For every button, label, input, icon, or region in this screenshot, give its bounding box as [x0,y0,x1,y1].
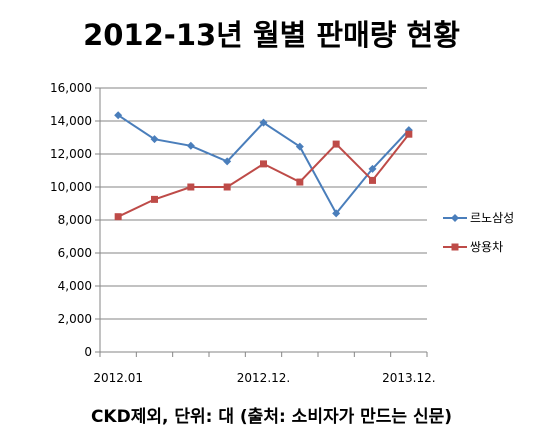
series-group [114,111,413,221]
data-point-square [187,183,195,191]
data-point-square [151,195,158,203]
x-tick-label: 2013.12. [382,371,435,385]
x-axis-ticks: 2012.01 2012.12. 2013.12. [93,352,436,385]
legend-label: 르노삼성 [470,211,514,225]
data-point-diamond [186,141,195,150]
data-point-diamond [332,209,341,218]
data-point-square [369,176,376,184]
chart-footnote: CKD제외, 단위: 대 (출처: 소비자가 만드는 신문) [90,407,453,427]
legend-marker-diamond [451,214,459,222]
data-point-square [332,140,340,148]
data-point-square [405,130,413,138]
data-point-diamond [150,135,159,144]
legend-marker-square [451,243,459,251]
y-tick-label: 12,000 [50,147,92,161]
x-tick-label: 2012.01 [93,371,143,385]
data-point-diamond [368,164,377,173]
data-point-square [114,213,122,221]
data-point-diamond [259,118,268,127]
gridlines [100,87,427,320]
y-tick-label: 8,000 [58,213,92,227]
data-point-square [223,183,231,191]
y-tick-label: 6,000 [58,246,92,260]
data-point-square [260,160,267,168]
y-tick-label: 2,000 [58,312,92,326]
data-point-diamond [114,111,123,120]
y-tick-label: 0 [84,345,92,359]
data-point-square [296,178,304,186]
y-tick-label: 4,000 [58,279,92,293]
data-point-diamond [295,142,304,151]
chart-title: 2012-13년 월별 판매량 현황 [83,18,460,52]
series-line [117,133,410,218]
legend-label: 쌍용차 [470,240,503,254]
x-tick-label: 2012.12. [237,371,290,385]
y-axis-ticks: 0 2,000 4,000 6,000 8,000 10,000 12,000 14,000 1… [50,81,100,359]
y-tick-label: 14,000 [50,114,92,128]
y-tick-label: 16,000 [50,81,92,95]
y-tick-label: 10,000 [50,180,92,194]
data-point-diamond [223,157,232,166]
